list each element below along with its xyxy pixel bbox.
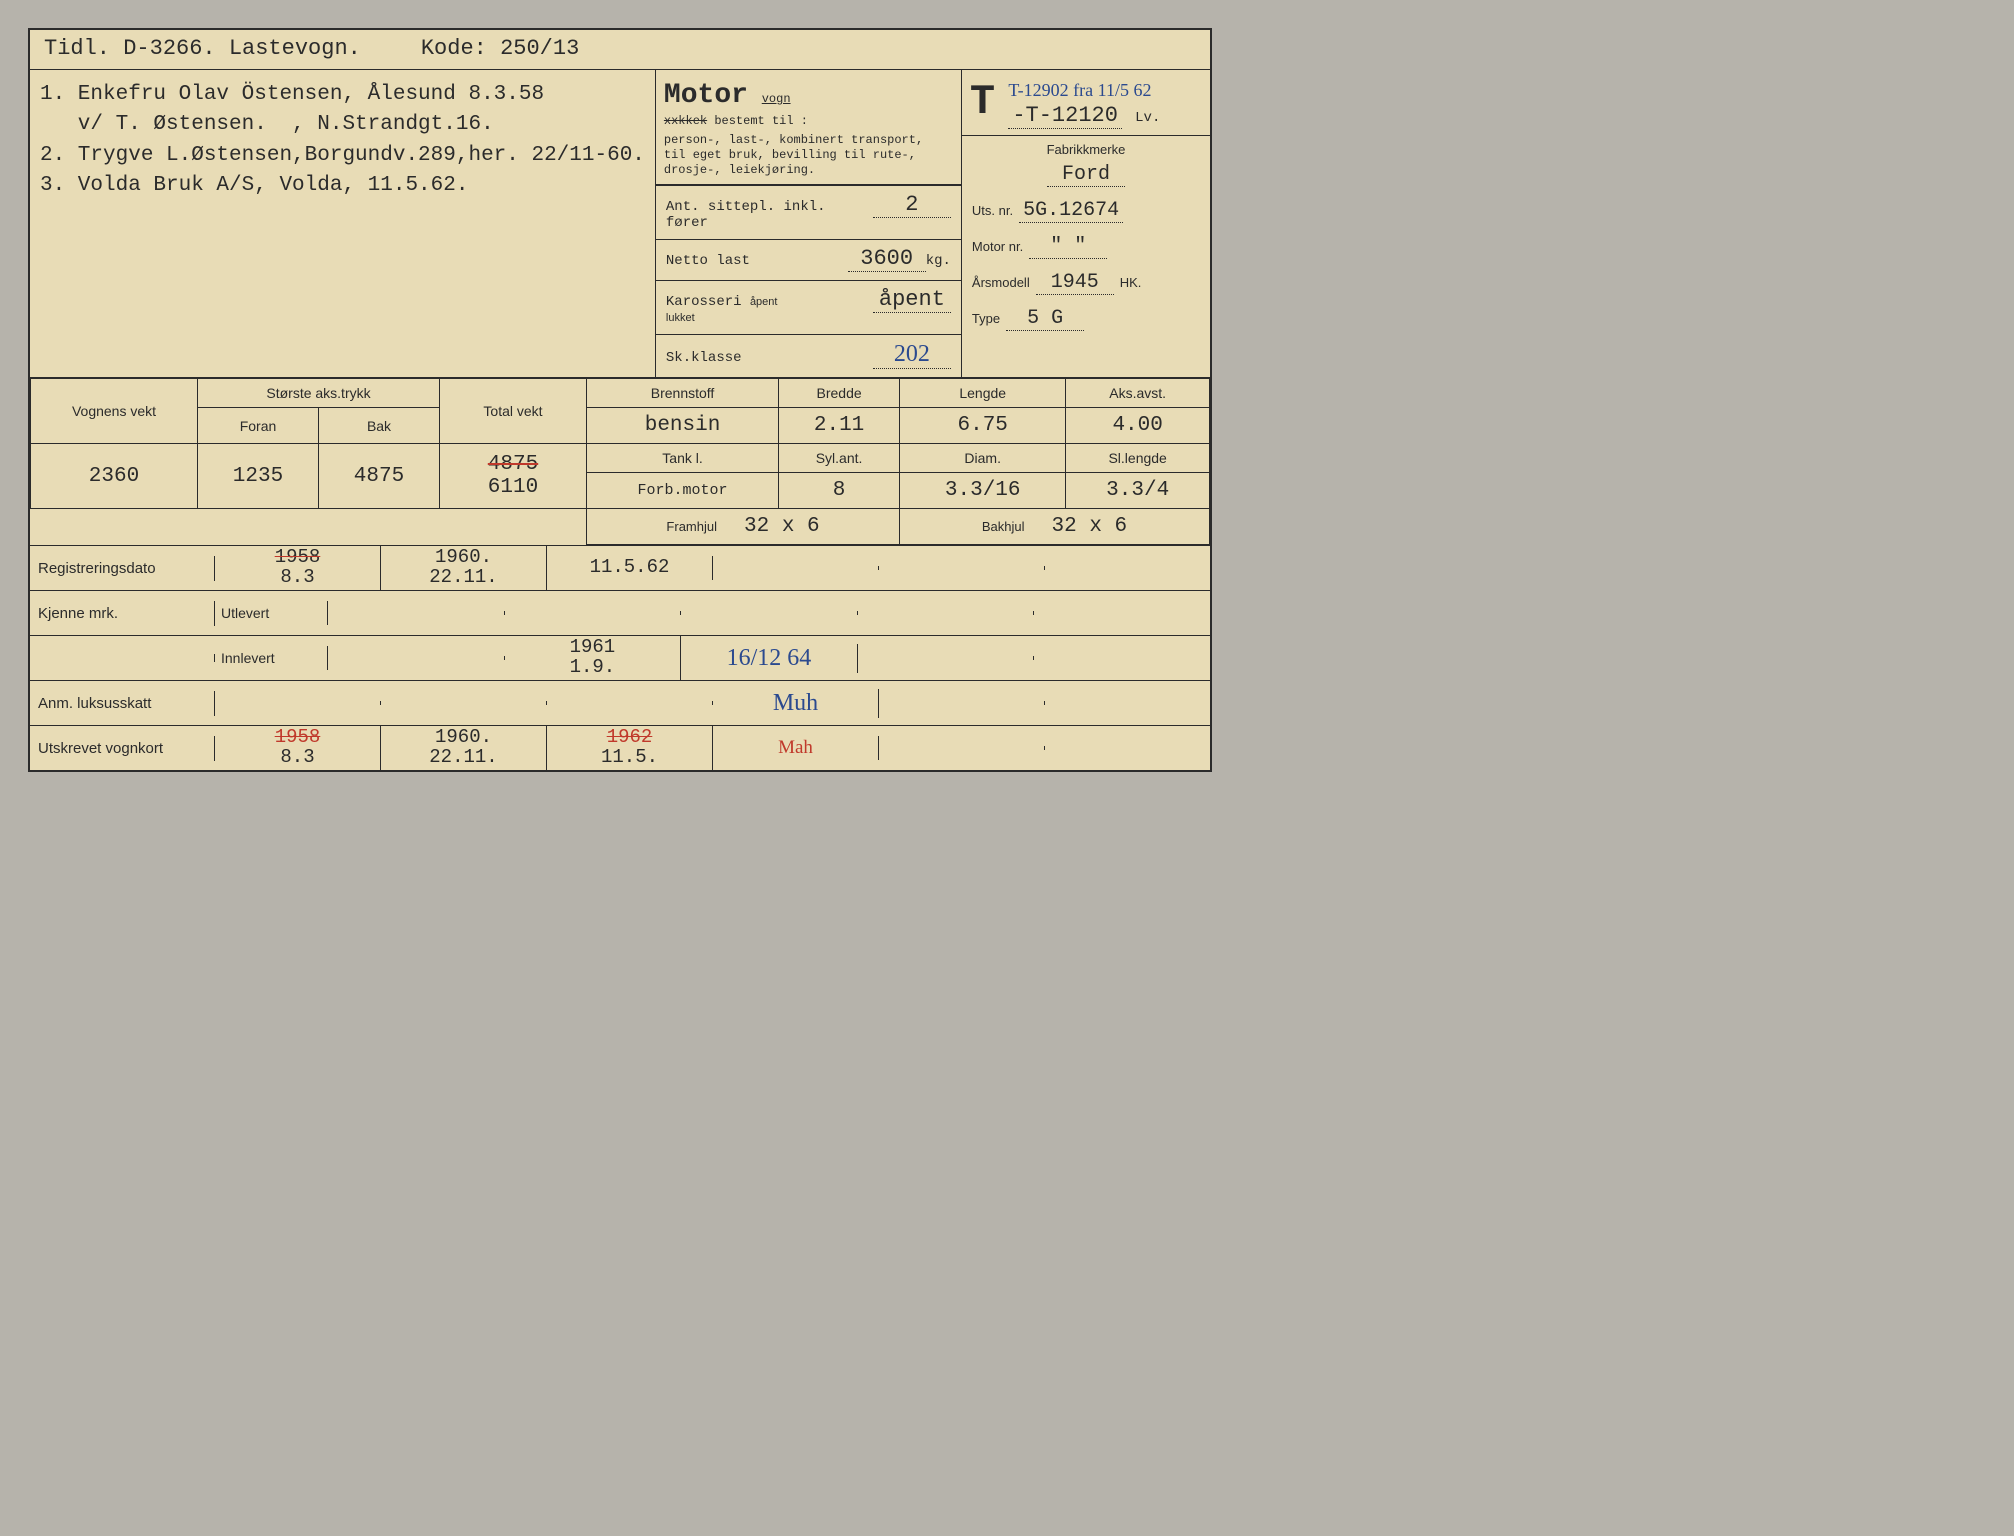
innl-hand: 16/12 64 bbox=[681, 644, 858, 673]
skklasse-value: 202 bbox=[873, 341, 951, 369]
vognens-label: Vognens vekt bbox=[31, 379, 198, 444]
owner-line-1: 1. Enkefru Olav Östensen, Ålesund 8.3.58 bbox=[40, 80, 645, 110]
ars-value: 1945 bbox=[1036, 271, 1114, 295]
header-row: Tidl. D-3266. Lastevogn. Kode: 250/13 bbox=[30, 30, 1210, 70]
lower-block: Registreringsdato 1958 8.3 1960. 22.11. … bbox=[30, 545, 1210, 770]
total-val: 4875 6110 bbox=[440, 444, 587, 509]
aks-label: Største aks.trykk bbox=[198, 379, 440, 408]
uts-value: 5G.12674 bbox=[1019, 199, 1123, 223]
motor-title: Motor bbox=[664, 78, 748, 113]
forbmotor: Forb.motor bbox=[587, 473, 779, 509]
aksavst: 4.00 bbox=[1066, 408, 1210, 444]
seats-value: 2 bbox=[873, 192, 951, 218]
karosseri-value: åpent bbox=[873, 287, 951, 313]
specs-grid: Vognens vekt Største aks.trykk Total vek… bbox=[30, 378, 1210, 545]
vognkort-row: Utskrevet vognkort 1958 8.3 1960. 22.11.… bbox=[30, 725, 1210, 770]
plate-hand: T-12902 fra 11/5 62 bbox=[1008, 80, 1151, 100]
brennstoff: bensin bbox=[587, 408, 779, 444]
right-column: T T-12902 fra 11/5 62 -T-12120 Lv. Fabri… bbox=[962, 70, 1210, 377]
ars-row: Årsmodell 1945 HK. bbox=[962, 265, 1210, 301]
fab-value: Ford bbox=[1047, 163, 1125, 187]
innlevert-row: Innlevert 1961 1.9. 16/12 64 bbox=[30, 635, 1210, 680]
motor-header: Motor vogn xxkkek bestemt til : person-,… bbox=[656, 70, 961, 185]
fab-row: Fabrikkmerke Ford bbox=[962, 136, 1210, 193]
karosseri-row: Karosseri åpentlukket åpent bbox=[656, 280, 961, 334]
motor-column: Motor vogn xxkkek bestemt til : person-,… bbox=[656, 70, 962, 377]
motornr-value: " " bbox=[1029, 235, 1107, 259]
framhjul: Framhjul 32 x 6 bbox=[587, 509, 900, 545]
type-row: Type 5 G bbox=[962, 301, 1210, 337]
sylant: 8 bbox=[779, 473, 900, 509]
header-left: Tidl. D-3266. Lastevogn. bbox=[44, 36, 361, 61]
vk-hand: Mah bbox=[713, 736, 879, 760]
plate-box: T T-12902 fra 11/5 62 -T-12120 Lv. bbox=[962, 70, 1210, 136]
bak-val: 4875 bbox=[319, 444, 440, 509]
header-code: Kode: 250/13 bbox=[421, 36, 579, 61]
netto-row: Netto last 3600 kg. bbox=[656, 239, 961, 280]
uts-row: Uts. nr. 5G.12674 bbox=[962, 193, 1210, 229]
top-block: 1. Enkefru Olav Östensen, Ålesund 8.3.58… bbox=[30, 70, 1210, 378]
vognens-vekt: 2360 bbox=[31, 444, 198, 509]
registration-card: Tidl. D-3266. Lastevogn. Kode: 250/13 1.… bbox=[28, 28, 1212, 772]
diam: 3.3/16 bbox=[900, 473, 1066, 509]
owner-line-1b: v/ T. Østensen. , N.Strandgt.16. bbox=[40, 110, 645, 140]
bredde: 2.11 bbox=[779, 408, 900, 444]
motornr-row: Motor nr. " " bbox=[962, 229, 1210, 265]
owner-line-3: 3. Volda Bruk A/S, Volda, 11.5.62. bbox=[40, 171, 645, 201]
seats-row: Ant. sittepl. inkl. fører 2 bbox=[656, 185, 961, 239]
type-value: 5 G bbox=[1006, 307, 1084, 331]
owners-column: 1. Enkefru Olav Östensen, Ålesund 8.3.58… bbox=[30, 70, 656, 377]
plate-letter: T bbox=[970, 78, 995, 126]
sllengde: 3.3/4 bbox=[1066, 473, 1210, 509]
skklasse-row: Sk.klasse 202 bbox=[656, 334, 961, 377]
owner-line-2: 2. Trygve L.Østensen,Borgundv.289,her. 2… bbox=[40, 141, 645, 171]
plate-typed: -T-12120 bbox=[1008, 103, 1122, 129]
reg-row: Registreringsdato 1958 8.3 1960. 22.11. … bbox=[30, 545, 1210, 590]
foran-val: 1235 bbox=[198, 444, 319, 509]
luks-hand: Muh bbox=[713, 689, 879, 718]
netto-value: 3600 bbox=[848, 246, 926, 272]
lengde: 6.75 bbox=[900, 408, 1066, 444]
reg3: 11.5.62 bbox=[547, 556, 713, 580]
utlevert-row: Kjenne mrk. Utlevert bbox=[30, 590, 1210, 635]
bakhjul: Bakhjul 32 x 6 bbox=[900, 509, 1210, 545]
luksus-row: Anm. luksusskatt Muh bbox=[30, 680, 1210, 725]
motor-lines: person-, last-, kombinert transport, til… bbox=[664, 133, 953, 178]
total-label: Total vekt bbox=[440, 379, 587, 444]
